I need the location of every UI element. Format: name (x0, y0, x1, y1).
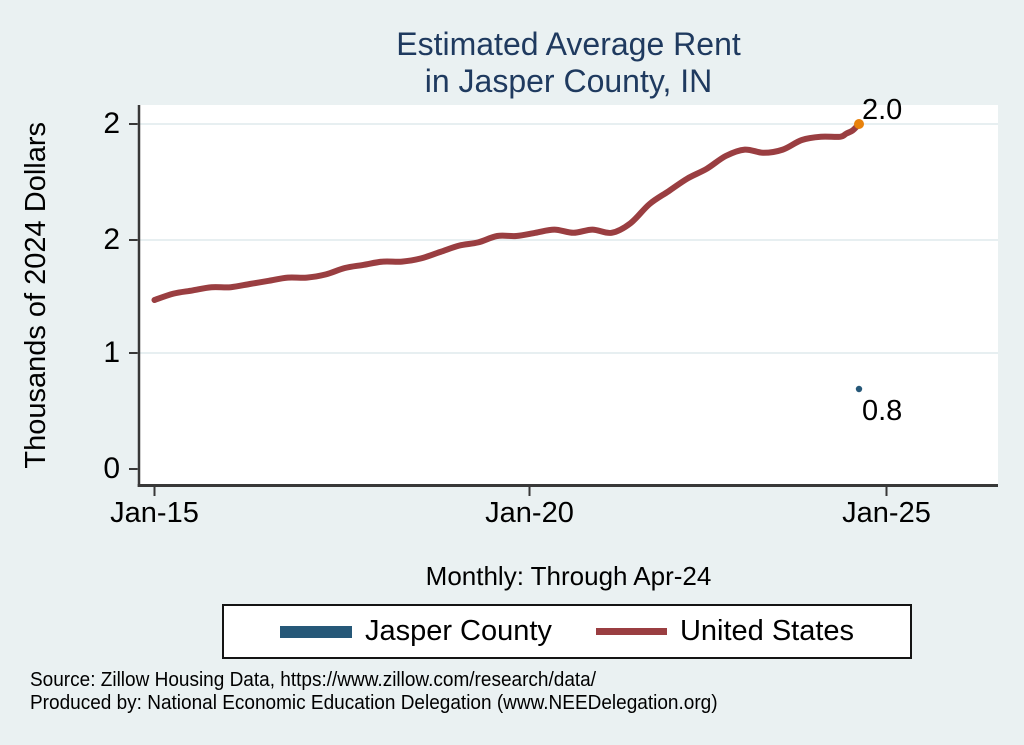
y-axis-title: Thousands of 2024 Dollars (14, 105, 58, 486)
legend-label-united-states: United States (679, 615, 855, 647)
y-tick-label: 2 (103, 223, 120, 256)
jasper-county-swatch (279, 625, 352, 638)
chart-title-line-1: Estimated Average Rent (396, 26, 741, 62)
y-tick-label: 1 (103, 336, 120, 369)
y-tick-label: 2 (103, 107, 120, 140)
x-tick-label: Jan-25 (842, 497, 931, 529)
jasper-county-point (855, 385, 863, 393)
united-states-end-value-label: 2.0 (862, 94, 903, 126)
source-note: Source: Zillow Housing Data, https://www… (30, 669, 718, 714)
source-note-line-1: Source: Zillow Housing Data, https://www… (30, 669, 597, 691)
jasper-county-end-value-label: 0.8 (862, 395, 903, 427)
plot-background (139, 105, 998, 486)
x-tick-label: Jan-20 (485, 497, 574, 529)
chart-title-line-2: in Jasper County, IN (424, 63, 713, 99)
y-tick-label: 0 (103, 452, 120, 485)
legend-label-jasper-county: Jasper County (364, 615, 552, 647)
united-states-line (151, 121, 862, 303)
chart-subtitle: Monthly: Through Apr-24 (425, 561, 712, 591)
legend: Jasper County United States (222, 604, 912, 659)
x-tick-label: Jan-15 (110, 497, 199, 529)
source-note-line-2: Produced by: National Economic Education… (30, 691, 718, 714)
legend-item-jasper-county: Jasper County (279, 615, 552, 648)
united-states-swatch (595, 628, 667, 635)
united-states-end-marker (854, 119, 864, 129)
legend-item-united-states: United States (595, 615, 855, 648)
y-axis-title-text: Thousands of 2024 Dollars (19, 122, 52, 469)
chart-title: Estimated Average Rent in Jasper County,… (139, 26, 998, 100)
